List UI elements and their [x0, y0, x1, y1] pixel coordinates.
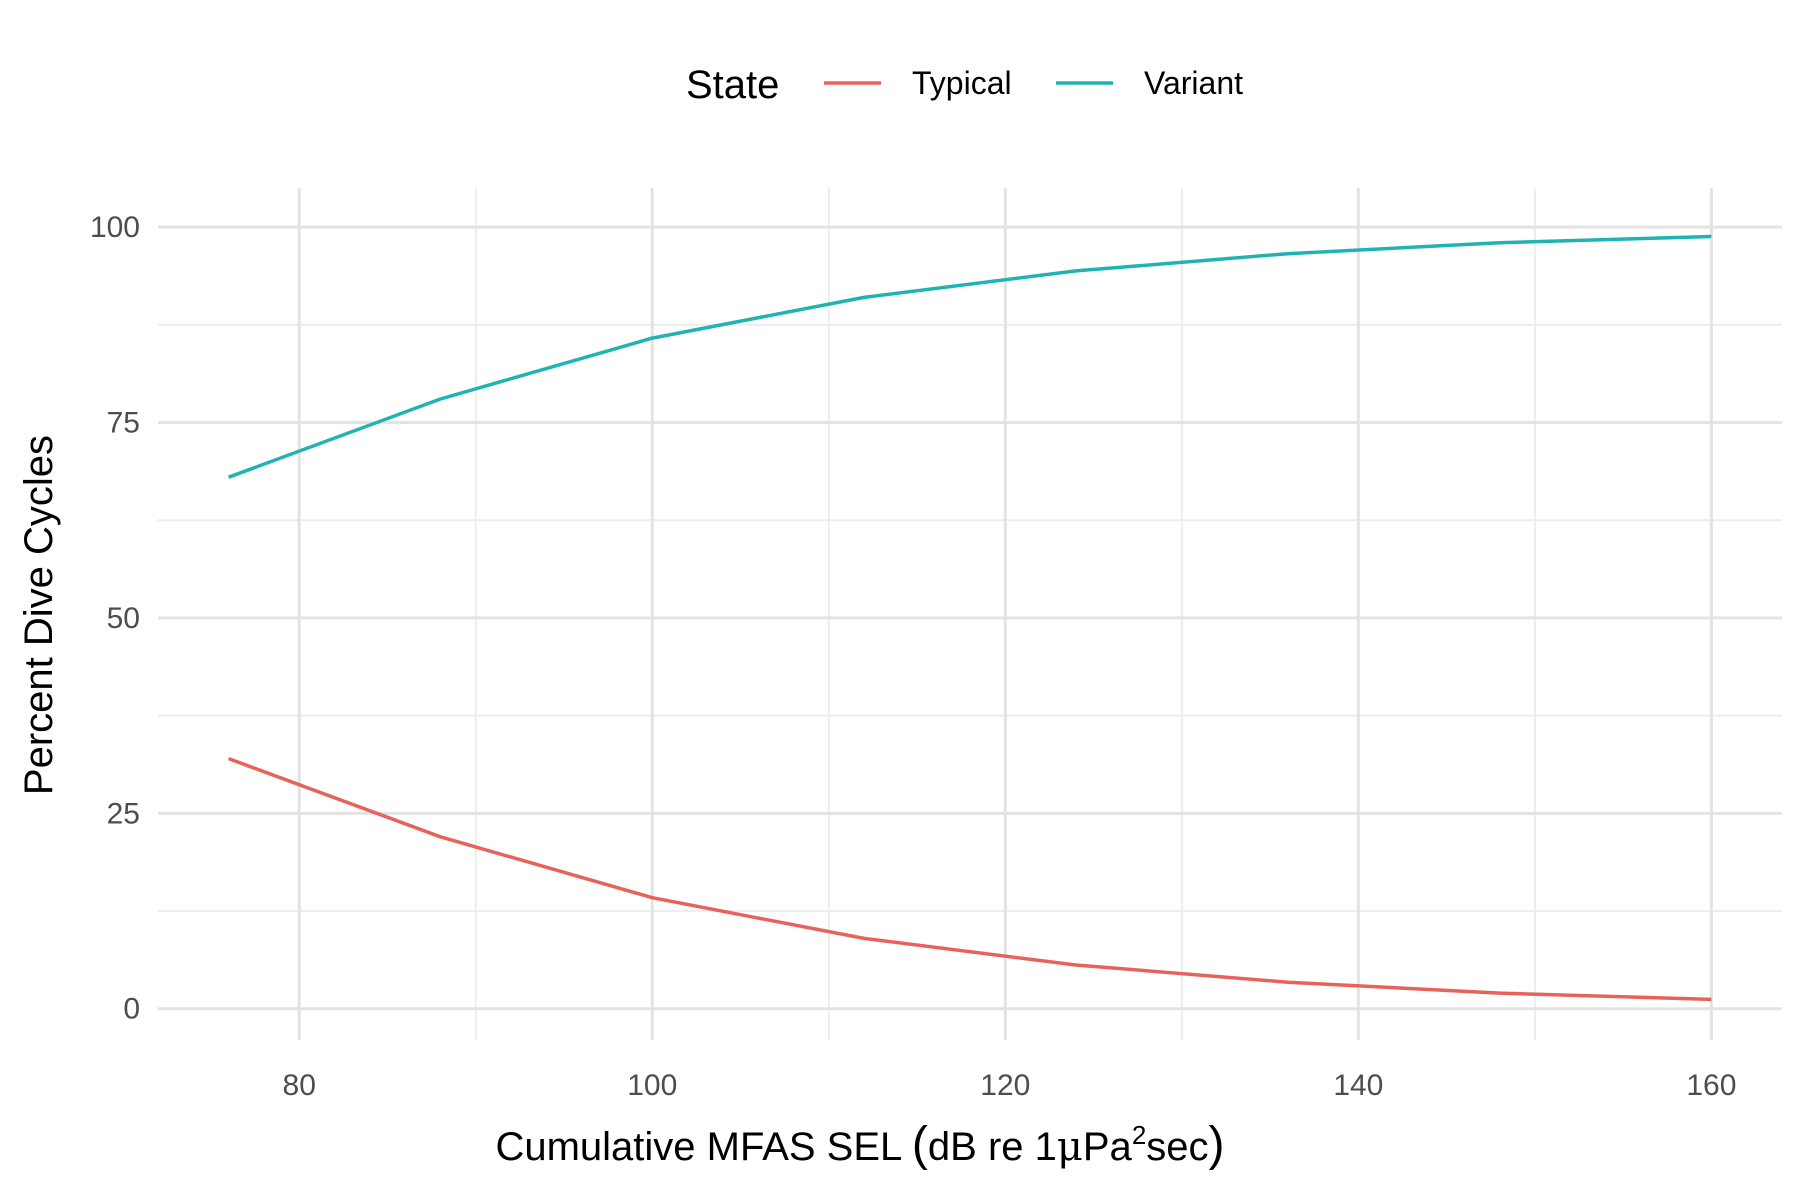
- x-axis-title-mu: μ: [1057, 1124, 1083, 1170]
- y-axis-title: Percent Dive Cycles: [17, 435, 61, 795]
- legend-title: State: [686, 63, 779, 107]
- x-axis-title-superscript: 2: [1132, 1120, 1146, 1150]
- grid: [158, 188, 1782, 1040]
- x-tick-label: 120: [980, 1069, 1030, 1102]
- x-axis-title-sec: sec: [1146, 1125, 1208, 1169]
- x-axis-ticks: 80 100 120 140 160: [283, 1069, 1737, 1102]
- y-tick-label: 50: [107, 602, 140, 635]
- y-tick-label: 75: [107, 406, 140, 439]
- x-tick-label: 100: [627, 1069, 677, 1102]
- x-tick-label: 80: [283, 1069, 316, 1102]
- x-axis-title-main: Cumulative MFAS SEL: [495, 1125, 911, 1169]
- series-line-typical: [227, 756, 1712, 1002]
- x-axis-title-close-paren: ): [1209, 1118, 1225, 1171]
- legend-label-variant: Variant: [1144, 65, 1243, 101]
- y-axis-ticks: 0 25 50 75 100: [90, 211, 140, 1026]
- series-line-variant: [227, 234, 1712, 479]
- x-axis-title-pa: Pa: [1083, 1125, 1133, 1169]
- y-tick-label: 0: [123, 993, 140, 1026]
- legend-label-typical: Typical: [912, 65, 1012, 101]
- legend: State Typical Variant: [686, 63, 1243, 107]
- x-axis-title-inner: dB re 1: [928, 1125, 1057, 1169]
- x-axis-title-open-paren: (: [912, 1118, 928, 1171]
- x-axis-title: Cumulative MFAS SEL (dB re 1μPa2sec): [495, 1118, 1224, 1171]
- x-tick-label: 140: [1333, 1069, 1383, 1102]
- y-tick-label: 25: [107, 797, 140, 830]
- series-lines: [227, 234, 1712, 1002]
- y-tick-label: 100: [90, 211, 140, 244]
- x-tick-label: 160: [1686, 1069, 1736, 1102]
